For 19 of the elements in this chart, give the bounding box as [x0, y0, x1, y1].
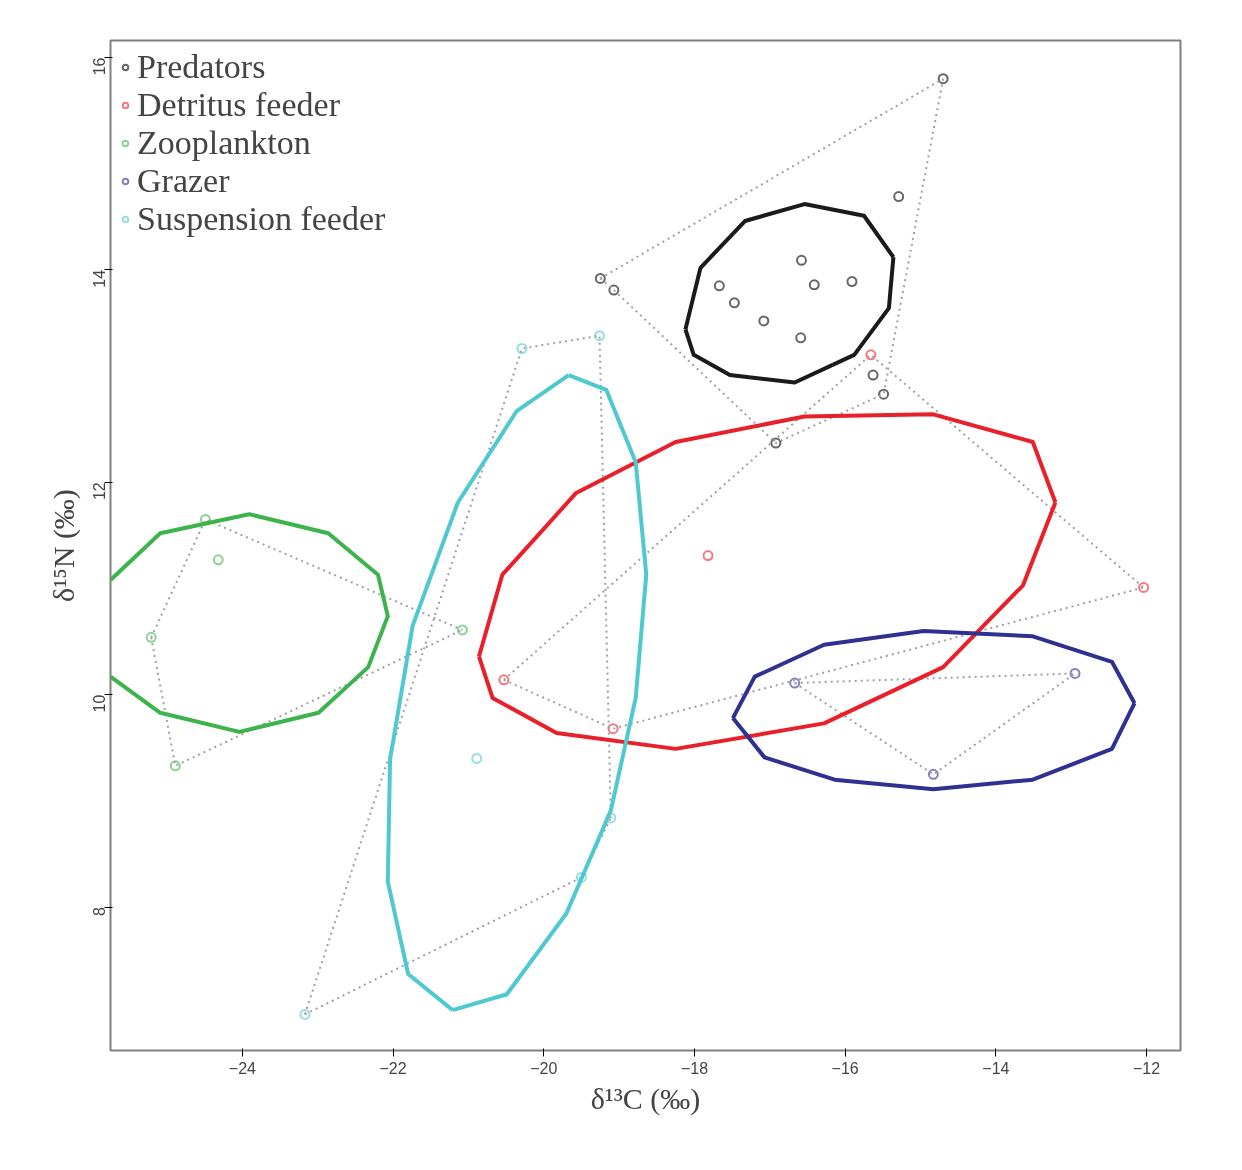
x-tick-label: −18 — [680, 1059, 709, 1077]
y-tick-label: 10 — [91, 694, 109, 713]
y-axis-title: δ¹⁵N (‰) — [46, 489, 81, 602]
legend-label: Predators — [137, 48, 266, 86]
legend-label: Zooplankton — [137, 124, 311, 162]
y-tick-label: 16 — [91, 57, 109, 76]
x-tick-label: −24 — [228, 1059, 257, 1077]
x-tick-label: −14 — [982, 1059, 1010, 1077]
legend-label: Suspension feeder — [137, 200, 386, 238]
y-tick-label: 14 — [91, 269, 109, 288]
x-axis-title: δ¹³C (‰) — [590, 1081, 701, 1116]
x-tick-label: −22 — [379, 1059, 407, 1077]
y-tick-label: 8 — [91, 907, 109, 917]
legend-label: Detritus feeder — [137, 86, 340, 124]
x-tick-label: −16 — [831, 1059, 859, 1077]
y-tick-label: 12 — [91, 482, 109, 501]
legend-label: Grazer — [137, 162, 230, 200]
x-tick-label: −20 — [530, 1059, 558, 1077]
x-tick-label: −12 — [1133, 1059, 1161, 1077]
